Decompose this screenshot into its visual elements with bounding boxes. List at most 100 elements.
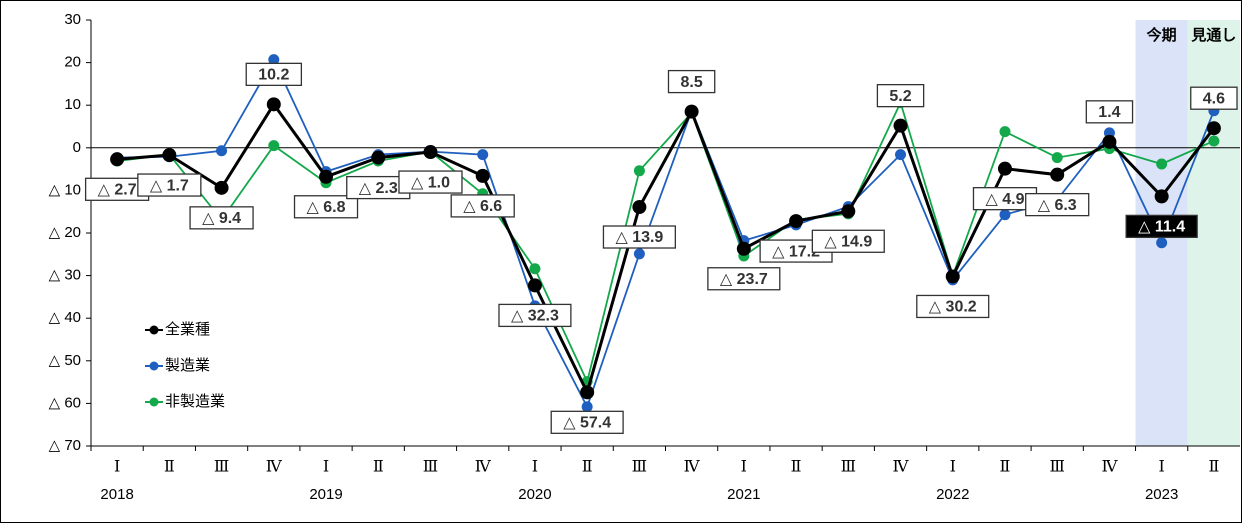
x-tick-label: Ⅳ	[893, 459, 910, 476]
x-tick-label: Ⅰ	[532, 459, 538, 476]
data-label: △ 14.9	[811, 229, 885, 253]
data-point	[214, 180, 229, 195]
data-label: △ 2.3	[346, 175, 411, 200]
data-label: △ 11.4	[1125, 214, 1198, 239]
year-label: 2021	[727, 486, 760, 503]
y-tick-label: △ 50	[49, 352, 81, 369]
year-label: 2023	[1145, 486, 1178, 503]
data-label: △ 6.8	[293, 195, 359, 219]
data-point	[632, 200, 647, 215]
x-tick-label: Ⅱ	[582, 459, 593, 476]
legend-label: 製造業	[165, 357, 210, 374]
data-point	[1154, 189, 1169, 204]
data-point	[997, 161, 1012, 176]
data-label-box	[245, 62, 303, 86]
data-label: 5.2	[876, 83, 925, 108]
data-point	[1051, 152, 1063, 164]
data-point	[162, 148, 177, 163]
data-label-text: △ 2.7	[98, 182, 137, 199]
data-label-box	[916, 294, 990, 319]
data-point	[1102, 134, 1117, 149]
y-tick-label: △ 40	[49, 309, 81, 326]
year-label: 2019	[309, 486, 342, 503]
data-label: △ 17.2	[759, 239, 833, 263]
y-tick-label: 10	[64, 96, 81, 113]
x-tick-label: Ⅱ	[164, 459, 175, 476]
data-label-box	[137, 173, 202, 197]
data-point	[999, 209, 1011, 221]
data-label-text: △ 32.3	[511, 308, 559, 325]
data-label-text: △ 4.9	[985, 191, 1024, 208]
x-tick-label: Ⅰ	[1158, 459, 1164, 476]
data-point	[633, 248, 645, 260]
x-tick-label: Ⅲ	[423, 459, 438, 476]
data-point	[1208, 135, 1220, 147]
x-tick-label: Ⅲ	[1049, 459, 1064, 476]
x-tick-label: Ⅰ	[114, 459, 120, 476]
y-tick-label: 20	[64, 54, 81, 71]
x-tick-label: Ⅱ	[791, 459, 802, 476]
data-label: 4.6	[1190, 86, 1238, 110]
data-point	[266, 97, 281, 112]
data-label-text: △ 23.7	[720, 271, 768, 288]
highlight-label: 今期	[1146, 26, 1177, 44]
x-tick-label: Ⅲ	[632, 459, 647, 476]
data-point	[736, 241, 751, 256]
data-label: 8.5	[667, 69, 716, 94]
x-tick-label: Ⅰ	[323, 459, 329, 476]
highlight-label: 見通し	[1190, 27, 1236, 44]
data-label-text: 5.2	[889, 88, 911, 105]
data-label: △ 4.9	[972, 187, 1038, 211]
data-label-box	[1025, 192, 1090, 217]
data-point	[268, 54, 280, 66]
data-label: △ 1.7	[137, 173, 202, 197]
data-point	[999, 126, 1011, 138]
data-label: △ 1.0	[398, 170, 463, 194]
data-label-text: △ 6.6	[463, 198, 502, 215]
data-label-box	[1190, 86, 1238, 110]
data-label-text: △ 1.0	[411, 174, 450, 191]
data-label-box	[1085, 100, 1134, 124]
data-label: △ 6.6	[450, 194, 515, 218]
data-label-text: 1.4	[1098, 104, 1120, 121]
legend-marker	[149, 397, 159, 407]
x-tick-label: Ⅳ	[266, 459, 283, 476]
data-point	[110, 152, 125, 167]
data-label-text: △ 1.7	[150, 177, 189, 194]
series-line	[116, 101, 1216, 397]
x-tick-label: Ⅲ	[214, 459, 229, 476]
data-point	[1156, 158, 1168, 170]
data-label-text: △ 6.8	[307, 199, 346, 216]
data-label-box	[189, 206, 254, 230]
data-point	[1206, 121, 1221, 136]
data-label-box	[450, 194, 515, 218]
x-tick-label: Ⅲ	[841, 459, 856, 476]
data-point	[475, 168, 490, 183]
data-point	[580, 385, 595, 400]
data-point	[423, 145, 438, 160]
data-label-box	[707, 267, 781, 291]
data-point	[789, 214, 804, 229]
year-label: 2020	[518, 486, 551, 503]
data-label-box	[1125, 214, 1198, 239]
data-point	[1156, 237, 1168, 249]
data-label-text: △ 11.4	[1138, 219, 1185, 236]
data-point	[895, 149, 907, 161]
data-point	[581, 401, 593, 413]
data-label-text: 8.5	[680, 74, 702, 91]
data-point	[945, 269, 960, 284]
data-point	[371, 150, 386, 165]
data-point	[893, 118, 908, 133]
data-label: △ 2.7	[84, 177, 150, 201]
legend-marker	[149, 361, 159, 371]
data-label: 1.4	[1085, 100, 1134, 124]
legend-marker	[149, 325, 159, 335]
legend-label: 非製造業	[165, 393, 225, 410]
data-label-box	[602, 225, 676, 249]
y-tick-label: △ 70	[49, 437, 81, 454]
data-label: 10.2	[245, 62, 303, 86]
data-label-text: △ 17.2	[772, 243, 820, 260]
year-label: 2022	[936, 486, 969, 503]
data-label-text: △ 13.9	[615, 229, 663, 246]
